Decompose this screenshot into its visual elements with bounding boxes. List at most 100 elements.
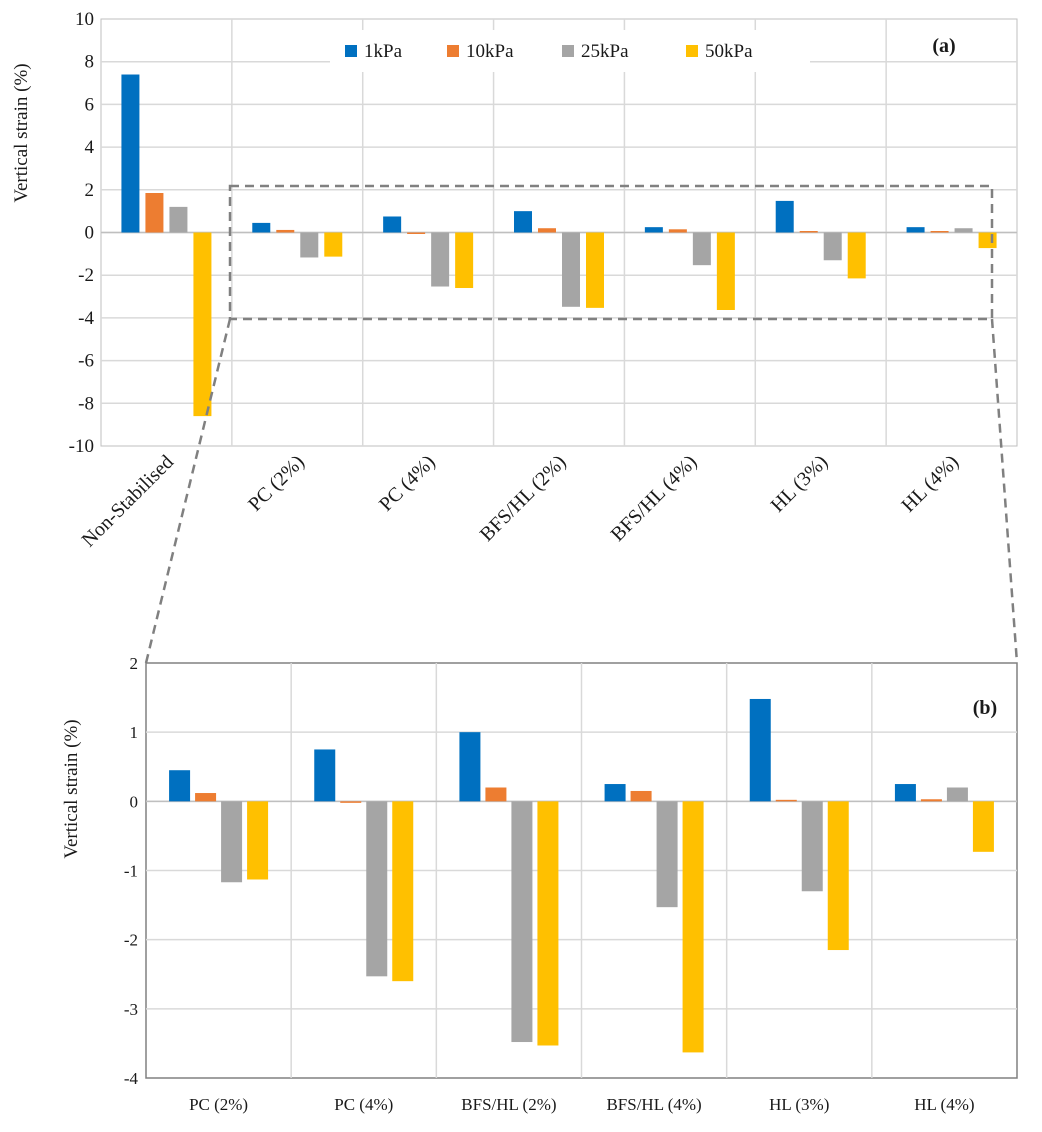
panel-b-bar-bfs-hl-2-10kpa bbox=[485, 787, 507, 802]
panel-a-y-tick-labels: -10 -8 -6 -4 -2 0 2 4 6 8 10 bbox=[69, 9, 95, 457]
panel-a-y-tick-label: 10 bbox=[75, 9, 94, 30]
panel-a-y-tick-label: -4 bbox=[78, 308, 94, 329]
panel-a-bar-bfs-hl-2-50kpa bbox=[586, 232, 604, 308]
zoom-connector-right bbox=[990, 318, 1019, 664]
panel-b-bar-bfs-hl-4-1kpa bbox=[604, 784, 626, 802]
panel-b-x-tick-label: HL (4%) bbox=[914, 1095, 974, 1114]
panel-a-bar-pc-2-10kpa bbox=[276, 229, 295, 233]
panel-a-bar-hl-3-10kpa bbox=[799, 231, 818, 233]
legend-swatch-25kpa bbox=[562, 45, 574, 57]
panel-b-bar-bfs-hl-2-50kpa bbox=[537, 801, 559, 1046]
panel-b-bar-pc-2-1kpa bbox=[169, 770, 191, 802]
panel-b-bar-hl-4-10kpa bbox=[920, 799, 942, 802]
panel-a-x-tick-label: HL (3%) bbox=[767, 451, 833, 517]
panel-a-bar-pc-4-1kpa bbox=[383, 216, 402, 233]
panel-b-y-tick-label: 2 bbox=[130, 654, 139, 673]
zoom-indicator bbox=[144, 184, 1019, 664]
panel-b-y-tick-label: -4 bbox=[124, 1069, 139, 1088]
panel-b-bar-pc-4-1kpa bbox=[314, 749, 336, 802]
panel-b-y-axis-label: Vertical strain (%) bbox=[61, 719, 82, 858]
panel-b-bar-pc-2-10kpa bbox=[195, 793, 217, 802]
panel-b-bar-bfs-hl-4-10kpa bbox=[630, 790, 652, 802]
panel-a-bar-non-stabilised-50kpa bbox=[193, 232, 212, 417]
panel-a-y-tick-label: 0 bbox=[85, 223, 95, 244]
panel-a-y-tick-label: -6 bbox=[78, 351, 94, 372]
panel-b-bar-bfs-hl-2-25kpa bbox=[511, 801, 533, 1043]
legend-label-1kpa: 1kPa bbox=[364, 41, 403, 62]
panel-a-x-tick-label: Non-Stabilised bbox=[78, 451, 178, 551]
panel-b-bar-pc-2-25kpa bbox=[221, 801, 243, 883]
panel-b-gridlines bbox=[146, 663, 1017, 1078]
panel-b-bar-pc-2-50kpa bbox=[247, 801, 269, 880]
panel-a-bar-non-stabilised-1kpa bbox=[121, 74, 140, 233]
panel-b-bar-hl-3-50kpa bbox=[827, 801, 849, 951]
panel-a-bar-hl-4-10kpa bbox=[930, 231, 949, 233]
panel-b-x-tick-labels: PC (2%) PC (4%) BFS/HL (2%) BFS/HL (4%) HL (… bbox=[189, 1095, 974, 1114]
panel-a-x-tick-labels: Non-Stabilised PC (2%) PC (4%) BFS/HL (2%) B… bbox=[78, 451, 964, 551]
panel-b-bar-hl-3-25kpa bbox=[801, 801, 823, 892]
panel-a-bar-bfs-hl-2-10kpa bbox=[538, 228, 556, 233]
panel-a-bar-bfs-hl-2-25kpa bbox=[562, 232, 580, 307]
legend-swatch-1kpa bbox=[345, 45, 357, 57]
panel-b-bar-bfs-hl-2-1kpa bbox=[459, 732, 481, 802]
zoom-connector-left bbox=[144, 318, 232, 664]
zoom-region-box bbox=[228, 184, 994, 321]
legend-label-10kpa: 10kPa bbox=[466, 41, 514, 62]
panel-a-y-tick-label: -10 bbox=[69, 436, 94, 457]
panel-b-y-tick-label: 1 bbox=[130, 723, 139, 742]
panel-b-bar-hl-4-1kpa bbox=[894, 784, 916, 802]
panel-a-bar-pc-4-10kpa bbox=[407, 232, 426, 234]
panel-a-bar-hl-4-25kpa bbox=[954, 228, 973, 233]
panel-a-gridlines bbox=[101, 19, 1017, 446]
panel-a-bar-non-stabilised-10kpa bbox=[145, 193, 164, 233]
panel-a-bar-hl-4-50kpa bbox=[978, 232, 997, 249]
panel-a-y-tick-label: -2 bbox=[78, 265, 94, 286]
panel-b-bar-hl-3-10kpa bbox=[775, 799, 797, 802]
panel-b-y-tick-label: -2 bbox=[124, 931, 138, 950]
legend-swatch-10kpa bbox=[447, 45, 459, 57]
panel-a-x-tick-label: HL (4%) bbox=[897, 451, 963, 517]
panel-a-bar-bfs-hl-4-10kpa bbox=[668, 229, 687, 233]
panel-a-label: (a) bbox=[932, 35, 955, 57]
panel-a-bar-pc-2-50kpa bbox=[324, 232, 343, 257]
panel-b-x-tick-label: PC (2%) bbox=[189, 1095, 248, 1114]
panel-a-x-tick-label: BFS/HL (2%) bbox=[476, 451, 571, 546]
panel-a-bar-bfs-hl-4-1kpa bbox=[644, 227, 663, 233]
panel-b-bar-bfs-hl-4-50kpa bbox=[682, 801, 704, 1053]
panel-a-y-axis-label: Vertical strain (%) bbox=[11, 63, 32, 202]
panel-a-bar-hl-4-1kpa bbox=[906, 227, 925, 233]
panel-a-y-tick-label: 8 bbox=[85, 52, 95, 73]
panel-b-bar-pc-4-50kpa bbox=[392, 801, 414, 982]
panel-b-chart: -4 -3 -2 -1 0 1 2 PC (2%) PC (4%) BFS/HL (2%) BFS… bbox=[61, 654, 1018, 1114]
panel-a-bar-hl-3-25kpa bbox=[823, 232, 842, 261]
panel-a-bar-pc-2-25kpa bbox=[300, 232, 319, 258]
panel-b-x-tick-label: HL (3%) bbox=[769, 1095, 829, 1114]
legend-swatch-50kpa bbox=[686, 45, 698, 57]
panel-a-y-tick-label: -8 bbox=[78, 393, 94, 414]
panel-a-chart: -10 -8 -6 -4 -2 0 2 4 6 8 10 Non-Stabilised PC (2%)… bbox=[11, 9, 1018, 551]
panel-a-bar-pc-4-25kpa bbox=[431, 232, 450, 287]
panel-a-bar-bfs-hl-4-25kpa bbox=[692, 232, 711, 266]
panel-a-bar-bfs-hl-2-1kpa bbox=[514, 211, 532, 233]
panel-b-bar-pc-4-10kpa bbox=[340, 801, 362, 803]
panel-b-y-tick-label: -3 bbox=[124, 1000, 138, 1019]
panel-a-bar-pc-4-50kpa bbox=[455, 232, 474, 289]
legend: 1kPa 10kPa 25kPa 50kPa bbox=[330, 30, 810, 72]
panel-b-x-tick-label: BFS/HL (4%) bbox=[606, 1095, 701, 1114]
panel-a-x-tick-label: PC (4%) bbox=[375, 451, 440, 516]
panel-a-bar-non-stabilised-25kpa bbox=[169, 206, 188, 233]
panel-b-label: (b) bbox=[973, 697, 997, 719]
panel-b-bar-bfs-hl-4-25kpa bbox=[656, 801, 678, 908]
panel-b-bars bbox=[169, 698, 994, 1053]
panel-b-bar-hl-4-25kpa bbox=[946, 787, 968, 802]
panel-a-x-tick-label: PC (2%) bbox=[244, 451, 309, 516]
legend-label-25kpa: 25kPa bbox=[581, 41, 629, 62]
panel-a-bar-hl-3-1kpa bbox=[775, 200, 794, 233]
panel-a-y-tick-label: 4 bbox=[85, 137, 95, 158]
panel-b-bar-hl-3-1kpa bbox=[749, 698, 771, 802]
panel-a-y-tick-label: 6 bbox=[85, 94, 95, 115]
panel-a-bar-bfs-hl-4-50kpa bbox=[716, 232, 735, 311]
panel-a-x-tick-label: BFS/HL (4%) bbox=[607, 451, 702, 546]
panel-b-x-tick-label: BFS/HL (2%) bbox=[461, 1095, 556, 1114]
panel-b-x-tick-label: PC (4%) bbox=[334, 1095, 393, 1114]
